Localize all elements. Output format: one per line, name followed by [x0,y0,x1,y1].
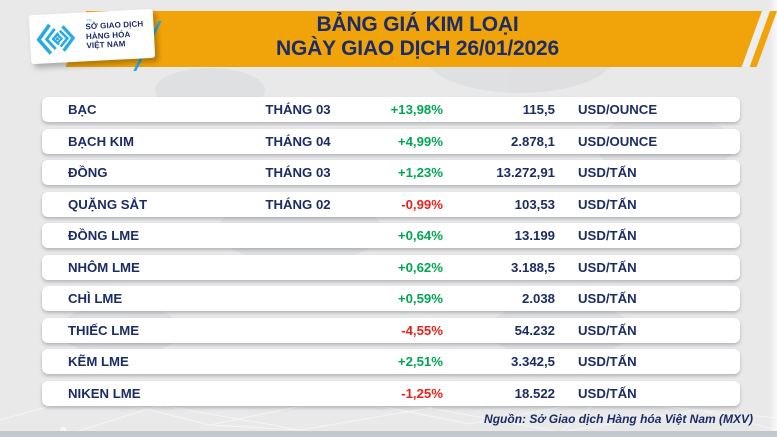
price-value: 103,53 [514,196,555,212]
price-unit: USD/TẤN [578,291,637,306]
metal-name: QUẶNG SẮT [68,196,148,212]
price-value: 18.522 [514,385,555,401]
price-value: 13.199 [514,228,555,243]
price-row: NIKEN LME -1,25% 18.522 USD/TẤN [42,380,740,406]
metal-name: NIKEN LME [68,385,141,401]
price-unit: USD/TẤN [578,259,637,275]
change-percent: +0,64% [397,228,443,243]
price-unit: USD/TẤN [578,322,637,338]
change-percent: +0,62% [397,259,443,275]
contract-month: THÁNG 03 [265,102,331,117]
price-value: 2.878,1 [511,133,555,149]
price-unit: USD/TẤN [578,354,637,369]
mxv-logo-card: ™ SỞ GIAO DỊCH HÀNG HÓA VIỆT NAM [28,8,156,65]
metal-name: BẠCH KIM [68,133,134,149]
org-name-line3: VIỆT NAM [86,39,126,51]
price-row: THIẾC LME -4,55% 54.232 USD/TẤN [42,317,740,343]
metal-name: BẠC [68,102,97,117]
change-percent: +4,99% [397,133,443,149]
price-row: KẼM LME +2,51% 3.342,5 USD/TẤN [42,349,740,374]
price-table: BẠC THÁNG 03 +13,98% 115,5 USD/OUNCE BẠC… [42,97,740,412]
price-unit: USD/OUNCE [578,102,658,117]
price-value: 54.232 [514,322,555,338]
price-unit: USD/TẤN [578,196,637,212]
contract-month: THÁNG 04 [265,133,331,149]
price-row: BẠC THÁNG 03 +13,98% 115,5 USD/OUNCE [42,97,740,122]
price-unit: USD/TẤN [578,385,637,401]
bottom-edge-strip [0,431,777,437]
change-percent: -0,99% [401,196,443,212]
metal-name: KẼM LME [68,354,129,369]
trademark-symbol: ™ [86,18,93,26]
price-value: 13.272,91 [496,165,555,180]
metal-name: ĐỒNG LME [68,228,140,243]
metal-name: CHÌ LME [68,291,123,306]
price-row: ĐỒNG THÁNG 03 +1,23% 13.272,91 USD/TẤN [42,160,740,185]
price-row: NHÔM LME +0,62% 3.188,5 USD/TẤN [42,254,740,280]
board-title: BẢNG GIÁ KIM LOẠI NGÀY GIAO DỊCH 26/01/2… [76,13,759,61]
change-percent: -4,55% [401,322,443,338]
price-row: CHÌ LME +0,59% 2.038 USD/TẤN [42,286,740,311]
contract-month: THÁNG 02 [265,196,331,212]
mxv-chevron-diamond-icon [36,23,76,55]
metal-name: THIẾC LME [68,322,140,338]
metal-name: NHÔM LME [68,259,140,275]
price-value: 2.038 [521,291,555,306]
price-value: 115,5 [522,102,555,117]
change-percent: +0,59% [397,291,443,306]
board-title-line1: BẢNG GIÁ KIM LOẠI [316,13,519,36]
change-percent: +13,98% [390,102,443,117]
change-percent: -1,25% [401,385,443,401]
change-percent: +2,51% [397,354,443,369]
price-unit: USD/TẤN [578,165,637,180]
price-row: QUẶNG SẮT THÁNG 02 -0,99% 103,53 USD/TẤN [42,191,740,217]
price-row: BẠCH KIM THÁNG 04 +4,99% 2.878,1 USD/OUN… [42,128,740,154]
price-value: 3.188,5 [511,259,555,275]
price-row: ĐỒNG LME +0,64% 13.199 USD/TẤN [42,223,740,248]
source-note: Nguồn: Sở Giao dịch Hàng hóa Việt Nam (M… [484,412,753,426]
contract-month: THÁNG 03 [265,165,331,180]
board-title-line2: NGÀY GIAO DỊCH 26/01/2026 [276,37,559,60]
right-edge-highlight [768,0,777,437]
org-name: SỞ GIAO DỊCH HÀNG HÓA VIỆT NAM [85,19,144,51]
price-value: 3.342,5 [511,354,555,369]
metal-name: ĐỒNG [68,165,108,180]
price-unit: USD/TẤN [578,228,637,243]
price-unit: USD/OUNCE [578,133,658,149]
change-percent: +1,23% [397,165,443,180]
